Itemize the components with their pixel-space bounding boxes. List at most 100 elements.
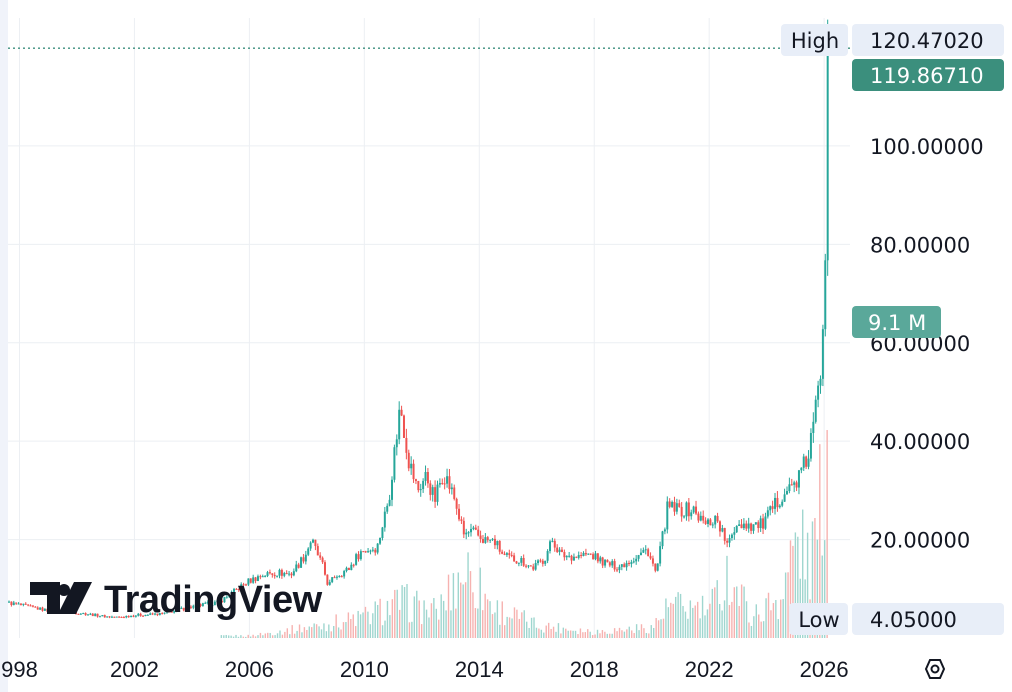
- volume-bar: [684, 611, 687, 638]
- candle-body: [206, 602, 209, 604]
- volume-bar: [291, 625, 293, 638]
- candle-body: [218, 600, 221, 602]
- volume-bar: [262, 635, 264, 638]
- volume-bar: [692, 607, 694, 638]
- candle-body: [637, 555, 640, 559]
- time-tick-label: 2022: [685, 657, 734, 682]
- candle-body: [436, 484, 439, 502]
- volume-bar: [699, 618, 701, 638]
- candle-body: [103, 615, 106, 618]
- candle-body: [553, 540, 556, 548]
- volume-bar: [655, 618, 657, 638]
- candle-body: [417, 480, 420, 491]
- candle-body: [29, 605, 32, 607]
- volume-bar: [802, 509, 804, 638]
- candle-body: [575, 556, 578, 558]
- candle-body: [158, 613, 161, 616]
- volume-bar: [780, 599, 782, 638]
- volume-bar: [418, 600, 420, 638]
- volume-bar: [484, 593, 486, 638]
- volume-bar: [772, 603, 775, 638]
- candle-body: [338, 576, 341, 578]
- price-axis[interactable]: 20.0000040.0000060.0000080.00000100.0000…: [781, 24, 1004, 635]
- volume-bar: [645, 632, 648, 638]
- volume-bar: [547, 622, 550, 638]
- volume-bar: [311, 627, 313, 638]
- time-tick-label: 2002: [110, 657, 159, 682]
- low-label: Low: [798, 608, 839, 632]
- candle-body: [472, 527, 475, 529]
- candle-body: [127, 616, 130, 618]
- candle-body: [402, 415, 405, 438]
- candle-body: [91, 613, 94, 617]
- candle-body: [774, 497, 777, 509]
- volume-bar: [784, 572, 787, 638]
- candle-body: [680, 506, 683, 517]
- candle-body: [441, 482, 444, 484]
- candle-body: [331, 577, 334, 583]
- candle-body: [821, 329, 824, 379]
- candle-body: [161, 613, 164, 615]
- candle-body: [314, 539, 317, 547]
- volume-bar: [643, 628, 645, 638]
- candle-body: [532, 566, 535, 570]
- volume-bar: [709, 603, 711, 638]
- candle-body: [419, 489, 422, 491]
- candle-body: [312, 539, 315, 543]
- candle-body: [422, 480, 425, 490]
- candle-body: [723, 528, 726, 541]
- low-value: 4.05000: [870, 608, 957, 632]
- volume-bar: [631, 630, 633, 638]
- candle-body: [388, 499, 391, 506]
- high-marker: High 120.47020: [781, 24, 1004, 56]
- candle-body: [733, 532, 736, 535]
- candle-body: [355, 554, 358, 565]
- candle-body: [690, 512, 693, 517]
- volume-bar: [611, 633, 613, 638]
- volume-bar: [782, 599, 784, 638]
- candle-body: [678, 503, 681, 507]
- volume-bar: [355, 626, 357, 638]
- candle-body: [297, 564, 300, 568]
- volume-bar: [369, 624, 372, 638]
- candle-body: [350, 564, 353, 571]
- volume-bar: [770, 610, 772, 638]
- volume-bar: [482, 610, 484, 638]
- candle-body: [697, 513, 700, 521]
- time-axis: 998 2002 2006 2010 2014 2018 2022 2026: [1, 657, 848, 682]
- volume-bar: [543, 632, 545, 638]
- candle-body: [699, 515, 702, 521]
- volume-bar: [787, 572, 789, 638]
- volume-bar: [826, 430, 828, 638]
- volume-bar: [677, 592, 679, 638]
- candle-body: [96, 613, 99, 617]
- volume-bar: [623, 631, 626, 638]
- volume-bar: [736, 586, 738, 638]
- candle-body: [625, 562, 628, 568]
- candle-body: [333, 577, 336, 579]
- volume-bar: [328, 624, 330, 638]
- candle-body: [309, 542, 312, 549]
- candle-body: [15, 602, 18, 604]
- volume-bar: [501, 601, 503, 638]
- volume-bar: [525, 621, 528, 638]
- volume-bar: [230, 635, 232, 638]
- settings-button[interactable]: [924, 659, 946, 679]
- candle-body: [39, 607, 42, 610]
- candle-body: [113, 616, 116, 618]
- candle-body: [726, 540, 729, 543]
- candle-body: [608, 562, 611, 566]
- candle-body: [264, 575, 267, 577]
- candle-body: [201, 603, 204, 606]
- settings-hexagon-icon[interactable]: [924, 659, 946, 679]
- volume-bar: [394, 589, 396, 638]
- tradingview-logo-icon: [30, 582, 92, 614]
- candle-body: [10, 601, 13, 606]
- volume-bar: [530, 617, 533, 638]
- volume-bar: [433, 598, 435, 638]
- candle-body: [362, 551, 365, 553]
- candle-body: [611, 561, 614, 566]
- volume-bar: [254, 636, 257, 638]
- volume-bar: [442, 600, 445, 638]
